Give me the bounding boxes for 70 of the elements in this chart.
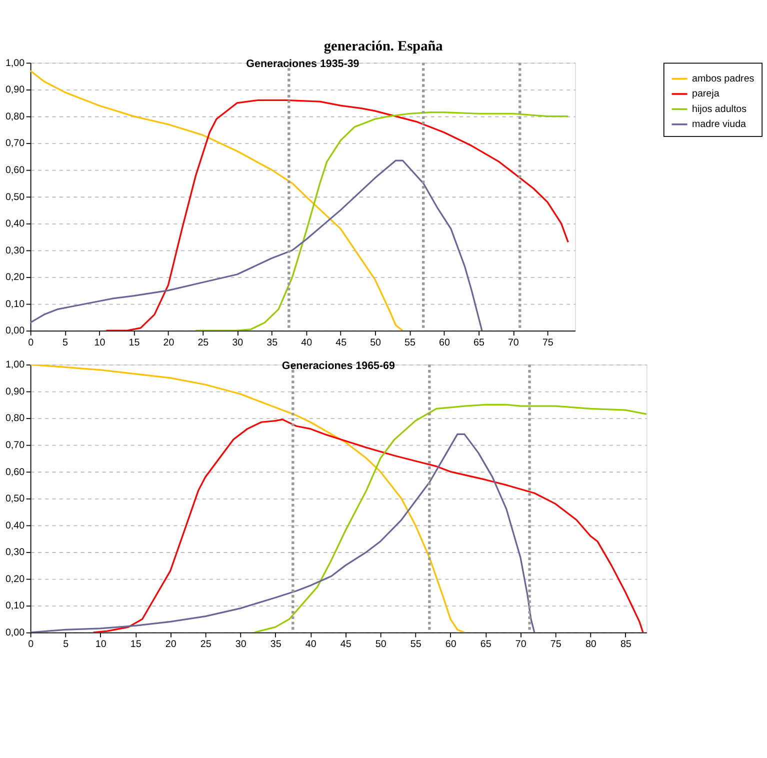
chart-title: Generaciones 1965-69: [282, 360, 395, 372]
x-tick-label: 70: [515, 639, 527, 650]
line-series: [92, 418, 644, 632]
x-tick-label: 70: [508, 337, 520, 348]
x-tick-label: 35: [266, 337, 278, 348]
line-series: [195, 111, 569, 331]
y-tick-label: 0,40: [5, 218, 26, 230]
x-tick-label: 75: [542, 337, 554, 348]
x-tick-label: 80: [585, 639, 597, 650]
x-tick-label: 35: [270, 639, 282, 650]
legend-label: madre viuda: [692, 119, 747, 130]
y-tick-label: 1,00: [5, 58, 26, 69]
y-tick-label: 0,10: [5, 298, 26, 310]
x-tick-label: 65: [480, 639, 492, 650]
x-tick-label: 0: [28, 639, 34, 650]
y-tick-label: 1,00: [5, 360, 26, 371]
x-tick-label: 50: [370, 337, 382, 348]
y-tick-label: 0,80: [5, 111, 26, 122]
x-tick-label: 65: [473, 337, 485, 348]
y-tick-label: 0,70: [5, 138, 26, 150]
y-tick-label: 0,90: [5, 386, 26, 398]
chart-title: Generaciones 1935-39: [246, 58, 360, 70]
y-tick-label: 0,80: [5, 413, 26, 424]
y-tick-label: 0,20: [5, 272, 26, 284]
x-tick-label: 50: [375, 639, 387, 650]
y-tick-label: 0,70: [5, 440, 26, 452]
legend-label: pareja: [692, 88, 720, 100]
x-tick-label: 60: [439, 337, 450, 348]
x-tick-label: 30: [232, 337, 244, 348]
y-tick-label: 0,20: [5, 574, 26, 585]
y-tick-label: 0,30: [5, 547, 26, 558]
x-tick-label: 25: [200, 639, 212, 650]
y-tick-label: 0,10: [5, 600, 26, 612]
x-tick-label: 75: [550, 639, 562, 650]
y-tick-label: 0,60: [5, 466, 26, 478]
x-tick-label: 85: [620, 639, 632, 650]
y-tick-label: 0,40: [5, 520, 26, 532]
x-tick-label: 5: [62, 337, 69, 348]
y-tick-label: 0,50: [5, 494, 26, 505]
x-tick-label: 5: [63, 639, 70, 650]
y-tick-label: 0,00: [5, 628, 26, 639]
x-tick-label: 20: [165, 639, 177, 650]
x-tick-label: 15: [130, 639, 142, 650]
text: generación. España: [324, 38, 443, 55]
y-tick-label: 0,50: [5, 192, 26, 203]
x-tick-label: 30: [235, 639, 247, 650]
x-tick-label: 45: [336, 337, 348, 348]
line-series: [30, 433, 536, 632]
x-tick-label: 55: [404, 337, 416, 348]
line-series: [30, 70, 404, 331]
x-tick-label: 20: [163, 337, 175, 348]
line-series: [105, 99, 569, 331]
legend-label: hijos adultos: [692, 104, 747, 115]
x-tick-label: 55: [410, 639, 422, 650]
x-tick-label: 10: [95, 639, 107, 650]
y-tick-label: 0,90: [5, 84, 26, 96]
y-tick-label: 0,30: [5, 245, 26, 256]
y-tick-label: 0,60: [5, 165, 26, 176]
x-tick-label: 10: [94, 337, 106, 348]
line-series: [30, 160, 483, 331]
x-tick-label: 40: [301, 337, 313, 348]
line-series: [254, 404, 646, 632]
x-tick-label: 15: [128, 337, 140, 348]
x-tick-label: 60: [445, 639, 457, 650]
x-tick-label: 40: [305, 639, 317, 650]
x-tick-label: 25: [198, 337, 210, 348]
x-tick-label: 45: [340, 639, 352, 650]
y-tick-label: 0,00: [5, 326, 26, 337]
legend-label: ambos padres: [692, 73, 754, 84]
x-tick-label: 0: [28, 337, 34, 348]
